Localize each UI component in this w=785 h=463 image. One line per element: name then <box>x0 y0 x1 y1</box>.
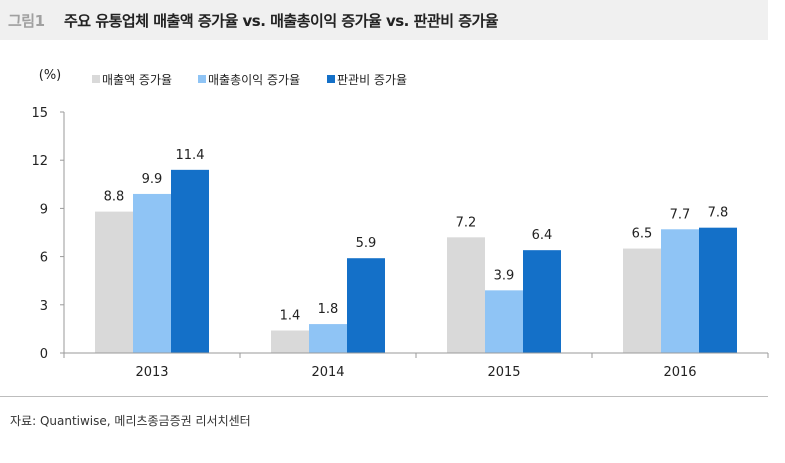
legend-swatch <box>92 75 100 83</box>
x-tick-label: 2013 <box>135 365 168 380</box>
bar-chart: (%) 매출액 증가율 매출총이익 증가율 판관비 증가율 0 3 6 9 12 15 8.8… <box>31 68 769 380</box>
title-bar: 그림1 주요 유통업체 매출액 증가율 vs. 매출총이익 증가율 vs. 판관… <box>0 0 768 40</box>
bars: 8.8 1.4 7.2 6.5 9.9 1.8 3.9 7.7 11.4 5.9 6.4 7.8 <box>95 148 737 353</box>
data-label: 6.5 <box>632 227 653 242</box>
legend-label: 매출액 증가율 <box>102 73 172 87</box>
bar <box>347 258 385 353</box>
bottom-rule <box>0 396 768 397</box>
legend-label: 판관비 증가율 <box>337 73 407 87</box>
bar <box>271 330 309 353</box>
y-tick-label: 9 <box>40 202 48 217</box>
bar <box>699 227 737 353</box>
data-label: 1.4 <box>280 309 301 324</box>
y-axis: 0 3 6 9 12 15 <box>31 106 65 362</box>
bar <box>309 324 347 353</box>
data-label: 1.8 <box>318 302 339 317</box>
legend: 매출액 증가율 매출총이익 증가율 판관비 증가율 <box>92 73 407 87</box>
data-label: 9.9 <box>142 172 163 187</box>
y-tick-label: 12 <box>31 154 48 169</box>
bar <box>95 211 133 353</box>
data-label: 7.8 <box>708 206 729 221</box>
data-label: 5.9 <box>356 236 377 251</box>
legend-swatch <box>198 75 206 83</box>
legend-swatch <box>327 75 335 83</box>
data-label: 8.8 <box>104 190 125 205</box>
bar <box>447 237 485 353</box>
source-note: 자료: Quantiwise, 메리츠종금증권 리서치센터 <box>10 414 251 428</box>
bar <box>133 193 171 353</box>
x-axis: 2013 2014 2015 2016 <box>63 352 769 380</box>
data-label: 7.2 <box>456 215 477 230</box>
bar <box>485 290 523 353</box>
data-label: 7.7 <box>670 207 691 222</box>
y-tick-label: 0 <box>40 347 48 362</box>
bar <box>171 169 209 353</box>
bar <box>523 250 561 353</box>
data-label: 6.4 <box>532 228 553 243</box>
bar <box>661 229 699 353</box>
x-tick-label: 2014 <box>311 365 344 380</box>
y-axis-label: (%) <box>39 68 62 83</box>
bar <box>623 248 661 353</box>
chart-title: 주요 유통업체 매출액 증가율 vs. 매출총이익 증가율 vs. 판관비 증가… <box>64 12 499 30</box>
y-tick-label: 6 <box>40 251 48 266</box>
figure-number: 그림1 <box>8 12 45 30</box>
x-tick-label: 2016 <box>663 365 696 380</box>
data-label: 11.4 <box>176 148 205 163</box>
y-tick-label: 15 <box>31 106 48 121</box>
legend-label: 매출총이익 증가율 <box>208 73 300 87</box>
data-label: 3.9 <box>494 268 515 283</box>
x-tick-label: 2015 <box>487 365 520 380</box>
y-tick-label: 3 <box>40 299 48 314</box>
